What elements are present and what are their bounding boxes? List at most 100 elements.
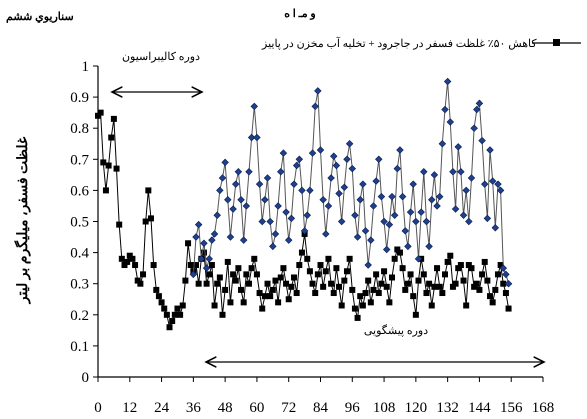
data-point xyxy=(404,280,411,287)
data-point xyxy=(192,233,200,241)
data-point xyxy=(293,290,300,297)
data-point xyxy=(343,155,351,164)
data-point xyxy=(232,180,240,188)
data-point xyxy=(243,271,250,278)
legend-label: کاهش ۵۰٪ غلظت فسفر در جاجرود + تخليه آب … xyxy=(261,37,537,50)
data-point xyxy=(194,220,203,229)
data-point xyxy=(312,290,319,297)
data-point xyxy=(341,277,348,284)
data-point xyxy=(227,299,234,306)
data-point xyxy=(256,290,263,297)
data-point xyxy=(367,299,374,306)
data-point xyxy=(349,286,356,293)
data-point xyxy=(457,262,464,269)
x-tick-label: 132 xyxy=(436,400,459,416)
data-point xyxy=(381,268,388,275)
legend-marker xyxy=(553,39,560,46)
data-point xyxy=(126,252,133,259)
data-point xyxy=(193,262,200,269)
data-point xyxy=(322,268,329,275)
data-point xyxy=(137,280,144,287)
data-point xyxy=(373,271,380,278)
data-point xyxy=(359,180,367,188)
data-point xyxy=(200,249,207,256)
series-line xyxy=(192,81,510,284)
data-point xyxy=(269,286,276,293)
data-point xyxy=(435,192,444,201)
legend: کاهش ۵۰٪ غلظت فسفر در جاجرود + تخليه آب … xyxy=(261,37,581,50)
y-axis-label: غلظت فسفر، ميلیگرم بر ليتر xyxy=(14,136,31,304)
data-point xyxy=(369,202,378,210)
x-tick-label: 144 xyxy=(468,400,491,416)
data-point xyxy=(284,236,293,244)
data-point xyxy=(370,286,377,293)
data-point xyxy=(266,217,274,226)
data-point xyxy=(420,168,428,176)
data-point xyxy=(319,196,327,204)
data-point xyxy=(357,293,364,300)
data-point xyxy=(463,302,470,309)
data-point xyxy=(486,146,494,154)
data-point xyxy=(459,211,468,220)
data-point xyxy=(222,286,229,293)
data-point xyxy=(272,277,279,284)
data-point xyxy=(295,155,304,164)
x-tick-label: 72 xyxy=(281,400,296,416)
x-tick-label: 168 xyxy=(532,400,555,416)
data-point xyxy=(333,265,340,272)
data-point xyxy=(346,255,353,262)
x-tick-label: 96 xyxy=(345,400,361,416)
data-point xyxy=(274,202,282,210)
data-point xyxy=(288,283,295,290)
data-point xyxy=(239,236,248,244)
data-point xyxy=(322,230,330,238)
data-point xyxy=(439,290,446,297)
data-point xyxy=(415,277,422,284)
data-point xyxy=(224,196,232,204)
data-point xyxy=(300,227,309,235)
data-point xyxy=(502,270,510,279)
data-point xyxy=(134,277,141,284)
data-point xyxy=(375,290,382,297)
data-point xyxy=(174,305,181,312)
data-point xyxy=(473,105,481,114)
data-point xyxy=(251,255,258,262)
data-point xyxy=(185,240,192,247)
scenario-label: سناريوي ششم xyxy=(6,11,74,24)
data-point xyxy=(345,140,354,148)
data-point xyxy=(393,164,402,173)
data-point xyxy=(140,271,147,278)
data-point xyxy=(422,217,431,226)
data-point xyxy=(221,158,229,167)
data-point xyxy=(492,286,499,293)
data-point xyxy=(481,258,488,265)
data-point xyxy=(497,262,504,269)
y-tick-label: 0.6 xyxy=(70,183,89,199)
data-point xyxy=(179,302,186,309)
y-tick-label: 0.2 xyxy=(70,308,89,324)
data-point xyxy=(205,255,213,263)
data-point xyxy=(279,149,288,157)
data-point xyxy=(407,271,414,278)
data-point xyxy=(340,183,349,192)
data-point xyxy=(494,271,501,278)
data-point xyxy=(383,283,390,290)
data-point xyxy=(163,311,170,318)
x-tick-label: 24 xyxy=(154,400,170,416)
data-point xyxy=(483,214,492,223)
annotations: دوره کاليبراسيون دوره پيشگويی xyxy=(112,51,544,362)
data-point xyxy=(218,174,227,182)
data-point xyxy=(378,280,385,287)
data-point xyxy=(410,293,417,300)
data-point xyxy=(320,283,327,290)
data-point xyxy=(505,305,512,312)
data-point xyxy=(447,252,454,259)
data-point xyxy=(182,277,189,284)
data-point xyxy=(414,255,423,263)
x-tick-label: 12 xyxy=(122,400,137,416)
data-point xyxy=(423,290,430,297)
data-point xyxy=(380,217,388,226)
data-point xyxy=(238,286,245,293)
data-point xyxy=(488,177,497,185)
data-point xyxy=(261,196,269,204)
